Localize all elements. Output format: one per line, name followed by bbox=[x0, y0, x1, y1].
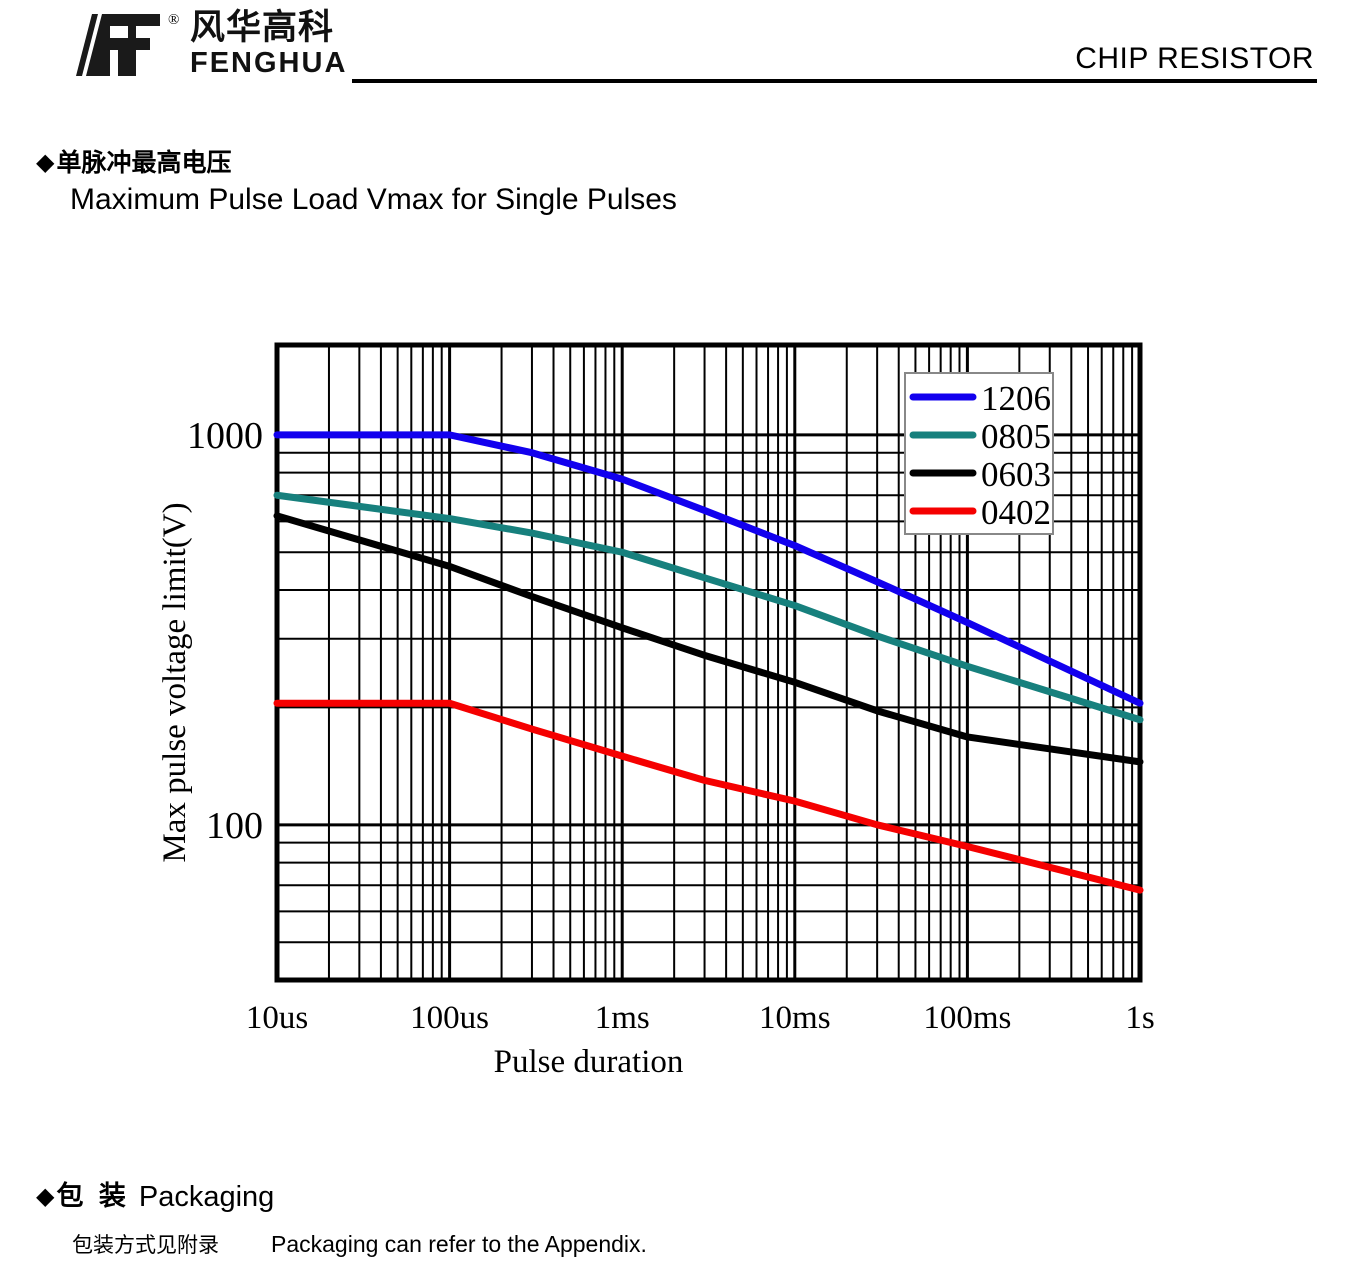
section-heading-row: ◆ 单脉冲最高电压 bbox=[36, 148, 677, 178]
x-tick-label: 100ms bbox=[923, 1000, 1011, 1036]
packaging-note-chinese: 包装方式见附录 bbox=[72, 1233, 219, 1257]
logo-english-name: FENGHUA bbox=[190, 47, 348, 79]
x-axis-title: Pulse duration bbox=[494, 1044, 684, 1080]
section-title-english: Maximum Pulse Load Vmax for Single Pulse… bbox=[70, 183, 677, 216]
y-tick-label: 100 bbox=[206, 805, 263, 847]
y-axis-title: Max pulse voltage limit(V) bbox=[157, 502, 193, 862]
chart-series-layer bbox=[273, 431, 1144, 894]
x-tick-label: 1ms bbox=[595, 1000, 650, 1036]
diamond-bullet-icon: ◆ bbox=[36, 149, 55, 176]
packaging-title-chinese: 包 装 bbox=[56, 1181, 129, 1212]
company-logo: ® 风华高科 FENGHUA bbox=[72, 8, 347, 80]
legend-label-0603: 0603 bbox=[981, 455, 1051, 494]
y-tick-label: 1000 bbox=[187, 415, 263, 457]
chart-svg: 1000 100 10us 100us 1ms 10ms 100ms 1s Pulse dura… bbox=[157, 342, 1155, 1080]
x-tick-label: 10ms bbox=[759, 1000, 831, 1036]
packaging-title-english: Packaging bbox=[138, 1181, 275, 1213]
legend-label-0402: 0402 bbox=[981, 493, 1051, 532]
legend-label-1206: 1206 bbox=[981, 379, 1051, 418]
section-maximum-pulse-load: ◆ 单脉冲最高电压 Maximum Pulse Load Vmax for Si… bbox=[36, 148, 677, 220]
packaging-body-row: 包装方式见附录 Packaging can refer to the Appen… bbox=[72, 1230, 647, 1259]
registered-trademark-icon: ® bbox=[168, 12, 180, 28]
page-header: ® 风华高科 FENGHUA CHIP RESISTOR bbox=[0, 0, 1369, 100]
series-line-0603 bbox=[273, 512, 1144, 766]
plot-frame bbox=[274, 342, 1143, 983]
pulse-load-chart: 1000 100 10us 100us 1ms 10ms 100ms 1s Pulse dura… bbox=[0, 320, 1369, 1080]
series-line-0402 bbox=[273, 699, 1144, 894]
series-line-1206 bbox=[273, 431, 1144, 707]
chart-axes-labels: 1000 100 10us 100us 1ms 10ms 100ms 1s Pulse dura… bbox=[157, 415, 1155, 1080]
packaging-note-english: Packaging can refer to the Appendix. bbox=[271, 1231, 647, 1257]
x-tick-label: 10us bbox=[246, 1000, 308, 1036]
logo-chinese-name: 风华高科 bbox=[190, 8, 335, 48]
legend-label-0805: 0805 bbox=[981, 417, 1051, 456]
fenghua-logo-icon: ® bbox=[72, 8, 179, 80]
x-tick-label: 1s bbox=[1125, 1000, 1154, 1036]
packaging-heading-row: ◆ 包 装 Packaging bbox=[36, 1180, 647, 1214]
logo-wordmark: 风华高科 FENGHUA bbox=[190, 8, 347, 78]
series-line-0805 bbox=[273, 491, 1144, 724]
section-packaging: ◆ 包 装 Packaging 包装方式见附录 Packaging can re… bbox=[36, 1180, 647, 1259]
page-title: CHIP RESISTOR bbox=[1075, 42, 1314, 75]
header-divider bbox=[352, 79, 1317, 83]
diamond-bullet-icon: ◆ bbox=[36, 1183, 55, 1210]
section-title-chinese: 单脉冲最高电压 bbox=[56, 148, 232, 177]
x-tick-label: 100us bbox=[410, 1000, 489, 1036]
